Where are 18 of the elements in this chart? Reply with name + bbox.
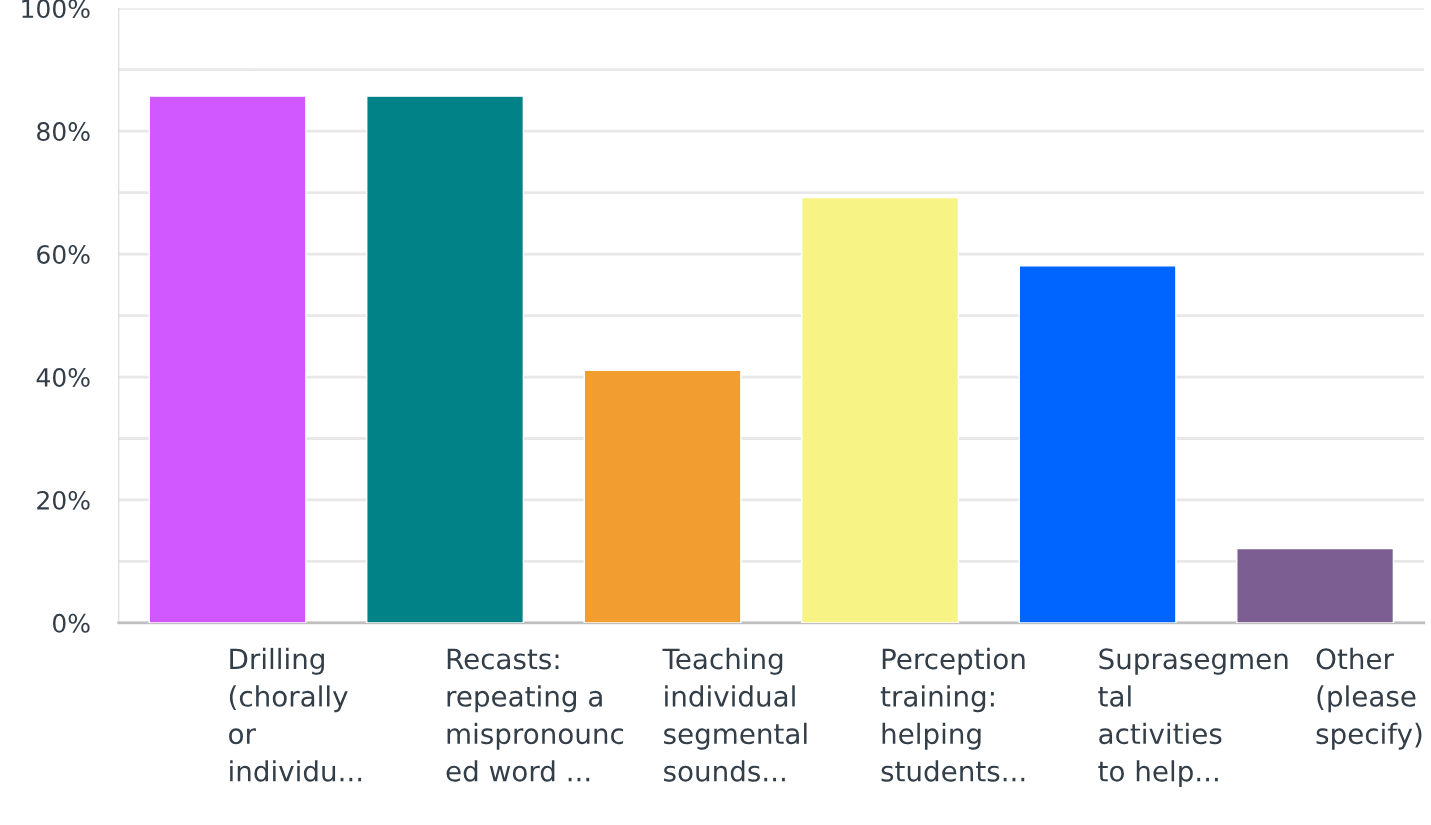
bar [801,196,960,623]
y-tick-label: 0% [52,613,90,633]
bar [148,95,307,623]
bar [1018,265,1177,623]
x-tick-label: Recasts: repeating a mispronounc ed word ... [446,648,624,782]
x-tick-label: Other (please specify) [1316,647,1422,750]
bar [1236,547,1395,623]
y-tick-label: 40% [36,367,90,387]
y-tick-label: 60% [37,245,90,264]
bar [583,369,742,623]
y-tick-label: 80% [37,122,90,142]
y-tick-label: 20% [37,490,90,510]
bar [366,95,525,623]
x-tick-label: Perception training: helping students... [880,647,1025,782]
x-tick-label: Teaching individual segmental sounds... [662,647,807,782]
x-tick-label: Drilling (chorally or individu... [229,647,362,782]
y-tick-label: 100% [22,0,90,19]
x-tick-label: Suprasegmen tal activities to help... [1098,648,1288,788]
